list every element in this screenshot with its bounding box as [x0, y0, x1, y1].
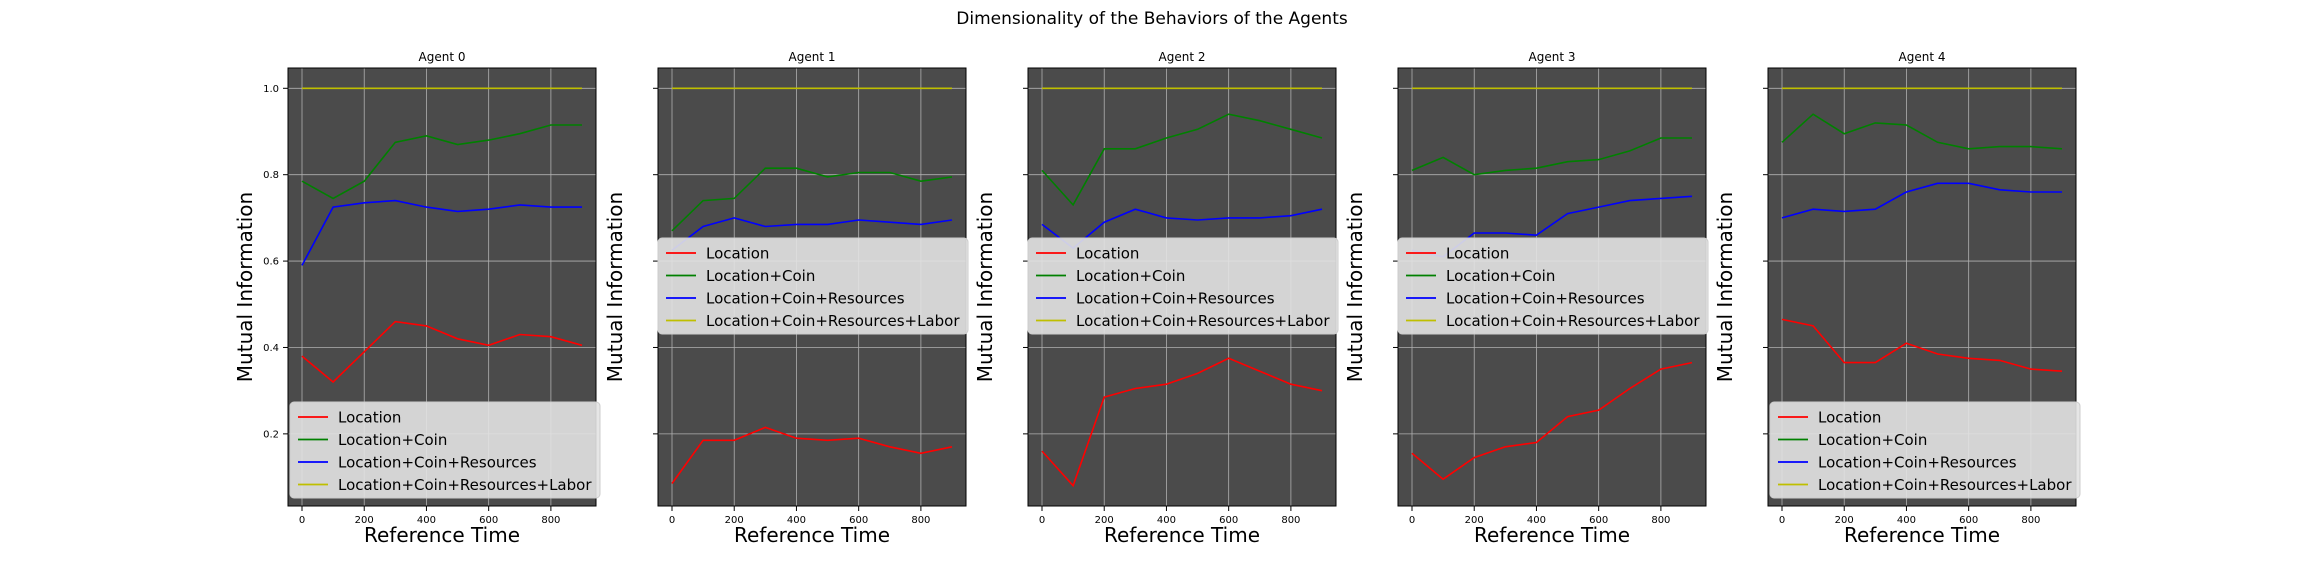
- x-tick-label: 200: [1465, 515, 1484, 526]
- series-line-0: [671, 426, 953, 484]
- y-tick-label: 0.8: [263, 170, 279, 181]
- panel-title: Agent 0: [419, 50, 466, 64]
- legend-label-3: Location+Coin+Resources+Labor: [1446, 312, 1700, 330]
- legend-label-3: Location+Coin+Resources+Labor: [338, 476, 592, 494]
- x-tick-label: 0: [1409, 515, 1415, 526]
- legend-label-0: Location: [1076, 245, 1139, 263]
- legend: Location Location+Coin Location+Coin+Resou…: [657, 237, 969, 335]
- y-axis-label: Mutual Information: [1343, 192, 1367, 382]
- agent-panel-1: 0 200 400 600 800 Agent 1 Reference Time Mutual…: [603, 50, 969, 547]
- series-line-2: [671, 217, 953, 251]
- x-tick-label: 0: [669, 515, 675, 526]
- legend-label-1: Location+Coin: [338, 431, 447, 449]
- series-line-1: [301, 124, 582, 200]
- panel-title: Agent 1: [789, 50, 836, 64]
- series-line-2: [301, 199, 582, 266]
- series-line-1: [1411, 137, 1692, 176]
- series-line-1: [1041, 113, 1323, 207]
- x-axis-label: Reference Time: [1104, 523, 1260, 547]
- x-tick-label: 800: [911, 515, 930, 526]
- legend-label-1: Location+Coin: [1076, 267, 1185, 285]
- x-tick-label: 200: [725, 515, 744, 526]
- x-tick-label: 600: [1219, 515, 1238, 526]
- y-tick-label: 1.0: [263, 84, 279, 95]
- legend-label-0: Location: [338, 409, 401, 427]
- series-line-0: [1781, 318, 2063, 372]
- y-tick-label: 0.6: [263, 257, 279, 268]
- x-tick-label: 400: [1527, 515, 1546, 526]
- x-tick-label: 400: [1157, 515, 1176, 526]
- y-axis-label: Mutual Information: [603, 192, 627, 382]
- legend-label-2: Location+Coin+Resources: [1818, 454, 2017, 472]
- legend-label-1: Location+Coin: [1446, 267, 1555, 285]
- agent-panel-2: 0 200 400 600 800 Agent 2 Reference Time Mutual…: [973, 50, 1339, 547]
- x-tick-label: 800: [1651, 515, 1670, 526]
- series-line-2: [1041, 208, 1323, 250]
- x-tick-label: 800: [2021, 515, 2040, 526]
- x-tick-label: 600: [1959, 515, 1978, 526]
- legend-label-3: Location+Coin+Resources+Labor: [1818, 476, 2072, 494]
- legend: Location Location+Coin Location+Coin+Resou…: [1397, 237, 1709, 335]
- x-axis-label: Reference Time: [364, 523, 520, 547]
- panel-title: Agent 2: [1159, 50, 1206, 64]
- x-tick-label: 0: [1779, 515, 1785, 526]
- y-axis-label: Mutual Information: [233, 192, 257, 382]
- y-axis-label: Mutual Information: [1713, 192, 1737, 382]
- legend: Location Location+Coin Location+Coin+Resou…: [289, 401, 601, 499]
- legend-label-1: Location+Coin: [1818, 431, 1927, 449]
- x-tick-label: 600: [849, 515, 868, 526]
- legend-label-2: Location+Coin+Resources: [1446, 290, 1645, 308]
- x-tick-label: 200: [1835, 515, 1854, 526]
- series-line-1: [1781, 113, 2063, 150]
- x-tick-label: 400: [1897, 515, 1916, 526]
- x-tick-label: 0: [299, 515, 305, 526]
- x-tick-label: 600: [1589, 515, 1608, 526]
- panel-title: Agent 3: [1529, 50, 1576, 64]
- legend-box: [657, 237, 969, 335]
- series-line-0: [1411, 361, 1693, 481]
- legend: Location Location+Coin Location+Coin+Resou…: [1769, 401, 2081, 499]
- x-tick-label: 800: [541, 515, 560, 526]
- series-line-0: [1041, 357, 1323, 488]
- panel-title: Agent 4: [1899, 50, 1946, 64]
- agent-panel-4: 0 200 400 600 800 Agent 4 Reference Time Mutual…: [1713, 50, 2081, 547]
- legend-label-3: Location+Coin+Resources+Labor: [1076, 312, 1330, 330]
- axes-frame: [287, 67, 597, 507]
- x-axis-label: Reference Time: [734, 523, 890, 547]
- x-tick-label: 200: [1095, 515, 1114, 526]
- x-axis-label: Reference Time: [1844, 523, 2000, 547]
- x-tick-label: 400: [417, 515, 436, 526]
- legend-label-3: Location+Coin+Resources+Labor: [706, 312, 960, 330]
- y-tick-label: 0.2: [263, 429, 279, 440]
- legend-label-2: Location+Coin+Resources: [706, 290, 905, 308]
- x-axis-label: Reference Time: [1474, 523, 1630, 547]
- y-tick-label: 0.4: [263, 343, 279, 354]
- series-line-0: [301, 320, 583, 384]
- axes-frame: [1767, 67, 2077, 507]
- agent-panel-0: 0 200 400 600 800 0.2 0.4 0.6 0.8 1.0 Agent 0 Refer…: [233, 50, 601, 547]
- y-axis-label: Mutual Information: [973, 192, 997, 382]
- x-tick-label: 400: [787, 515, 806, 526]
- legend-label-0: Location: [1818, 409, 1881, 427]
- legend-box: [1769, 401, 2081, 499]
- legend-box: [289, 401, 601, 499]
- x-tick-label: 800: [1281, 515, 1300, 526]
- x-tick-label: 200: [355, 515, 374, 526]
- legend: Location Location+Coin Location+Coin+Resou…: [1027, 237, 1339, 335]
- legend-box: [1027, 237, 1339, 335]
- figure-title: Dimensionality of the Behaviors of the A…: [956, 9, 1348, 29]
- legend-label-1: Location+Coin: [706, 267, 815, 285]
- legend-box: [1397, 237, 1709, 335]
- legend-label-0: Location: [706, 245, 769, 263]
- x-tick-label: 0: [1039, 515, 1045, 526]
- x-tick-label: 600: [479, 515, 498, 526]
- series-line-1: [671, 167, 953, 232]
- legend-label-0: Location: [1446, 245, 1509, 263]
- legend-label-2: Location+Coin+Resources: [1076, 290, 1275, 308]
- series-line-2: [1781, 182, 2062, 219]
- agent-panel-3: 0 200 400 600 800 Agent 3 Reference Time Mutual…: [1343, 50, 1709, 547]
- legend-label-2: Location+Coin+Resources: [338, 454, 537, 472]
